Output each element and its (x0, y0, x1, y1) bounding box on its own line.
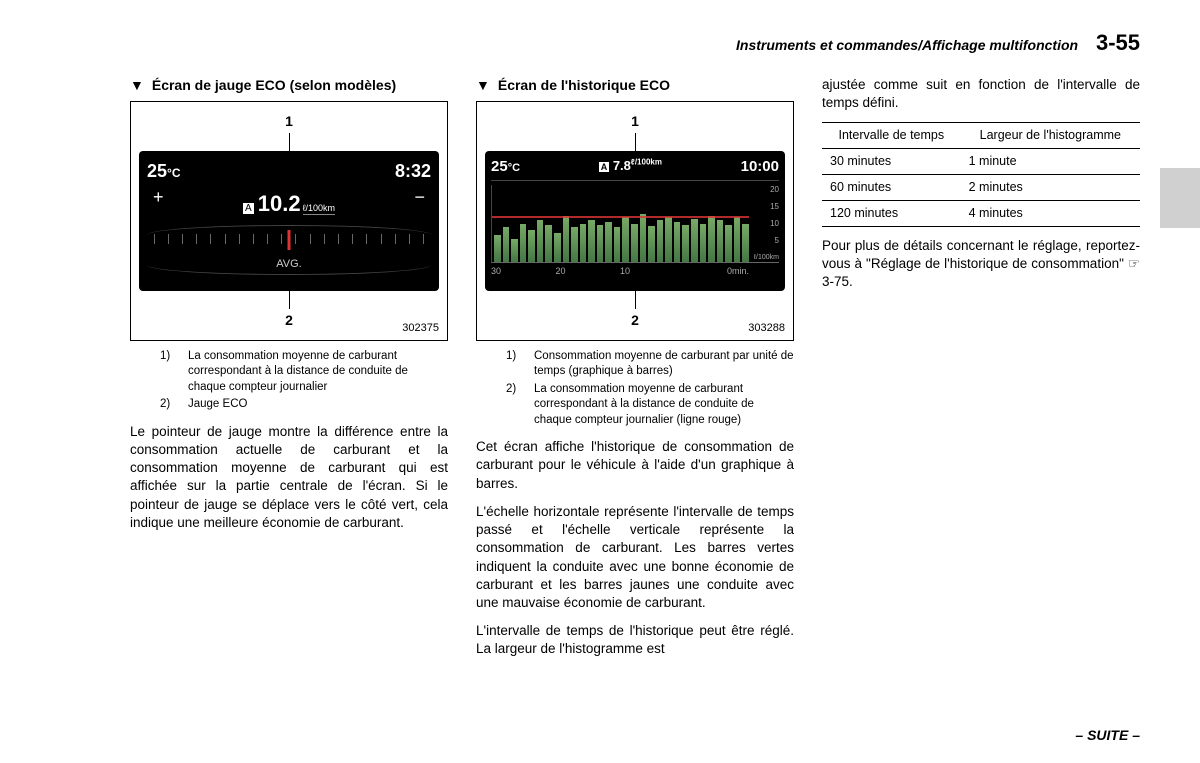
p3: L'intervalle de temps de l'historique pe… (476, 622, 794, 658)
breadcrumb: Instruments et commandes/Affichage multi… (736, 37, 1078, 53)
history-chart: 20 15 10 5 ℓ/100km (491, 185, 779, 263)
heading-eco-gauge: ▼ Écran de jauge ECO (selon modèles) (130, 76, 448, 95)
avg-label: AVG. (276, 257, 301, 272)
callout-line (289, 133, 290, 151)
callout-2: 2 (485, 311, 785, 330)
clock-reading: 10:00 (741, 157, 779, 177)
avg-consumption: A 10.2ℓ/100km (243, 189, 335, 219)
column-2: ▼ Écran de l'historique ECO 1 25°C A 7.8… (476, 76, 794, 669)
heading-eco-history: ▼ Écran de l'historique ECO (476, 76, 794, 95)
y-axis: 20 15 10 5 ℓ/100km (754, 185, 779, 262)
figure-ref: 302375 (402, 321, 439, 336)
callout-1: 1 (485, 112, 785, 131)
th-interval: Intervalle de temps (822, 123, 961, 149)
temp-reading: 25°C (147, 159, 181, 183)
down-triangle-icon: ▼ (476, 76, 490, 95)
callout-line (635, 133, 636, 151)
figure-ref: 303288 (748, 321, 785, 336)
page-number: 3-55 (1096, 30, 1140, 55)
plus-icon: + (153, 185, 164, 219)
p1: Cet écran affiche l'historique de consom… (476, 438, 794, 493)
footer-suite: – SUITE – (1075, 727, 1140, 743)
column-3: ajustée comme suit en fonction de l'inte… (822, 76, 1140, 669)
eco-dial: AVG. (147, 225, 431, 275)
callout-line (289, 291, 290, 309)
th-width: Largeur de l'histogramme (961, 123, 1140, 149)
page-header: Instruments et commandes/Affichage multi… (130, 30, 1140, 56)
table-row: 30 minutes1 minute (822, 149, 1140, 175)
intro: ajustée comme suit en fonction de l'inte… (822, 76, 1140, 112)
table-row: 120 minutes4 minutes (822, 201, 1140, 227)
thumb-tab (1160, 168, 1200, 228)
legend-2: 1)Consommation moyenne de carburant par … (506, 349, 794, 429)
figure-eco-gauge: 1 25°C 8:32 + A 10.2ℓ/100km − (130, 101, 448, 341)
column-1: ▼ Écran de jauge ECO (selon modèles) 1 2… (130, 76, 448, 669)
avg-line (492, 216, 749, 218)
bars (494, 185, 749, 262)
down-triangle-icon: ▼ (130, 76, 144, 95)
legend-1: 1)La consommation moyenne de carburant c… (160, 349, 448, 413)
clock-reading: 8:32 (395, 159, 431, 183)
callout-2: 2 (139, 311, 439, 330)
gauge-pointer (288, 230, 291, 250)
body-text-1: Le pointeur de jauge montre la différenc… (130, 423, 448, 532)
outro: Pour plus de détails concernant le régla… (822, 237, 1140, 292)
callout-line (635, 291, 636, 309)
p2: L'échelle horizontale représente l'inter… (476, 503, 794, 612)
figure-eco-history: 1 25°C A 7.8ℓ/100km 10:00 20 15 (476, 101, 794, 341)
eco-history-display: 25°C A 7.8ℓ/100km 10:00 20 15 10 5 ℓ/100… (485, 151, 785, 291)
callout-1: 1 (139, 112, 439, 131)
table-row: 60 minutes2 minutes (822, 175, 1140, 201)
interval-table: Intervalle de temps Largeur de l'histogr… (822, 122, 1140, 227)
temp-reading: 25°C (491, 157, 520, 177)
avg-reading: A 7.8ℓ/100km (599, 157, 662, 177)
x-axis: 30 20 10 0min. (491, 265, 779, 277)
eco-gauge-display: 25°C 8:32 + A 10.2ℓ/100km − (139, 151, 439, 291)
minus-icon: − (414, 185, 425, 219)
